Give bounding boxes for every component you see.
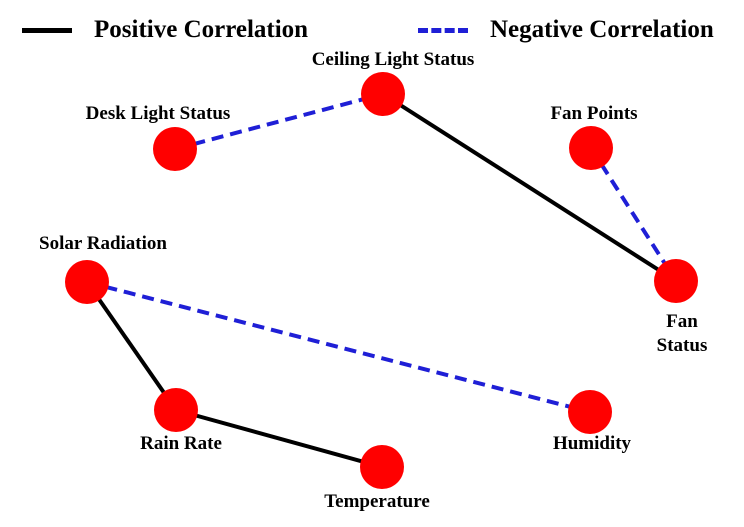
- edge-ceiling-light-to-fan-status: [381, 92, 678, 283]
- node-solar-radiation: [65, 260, 109, 304]
- edge-desk-light-to-ceiling-light: [174, 92, 384, 151]
- legend-positive-line: [22, 27, 72, 33]
- node-desk-light: [153, 127, 197, 171]
- legend-positive-label: Positive Correlation: [94, 16, 309, 43]
- node-label-humidity: Humidity: [552, 433, 632, 454]
- node-label-fan-status: Fan Status: [657, 310, 708, 358]
- legend-negative-label: Negative Correlation: [490, 16, 714, 43]
- node-label-solar-radiation: Solar Radiation: [39, 233, 167, 254]
- node-ceiling-light: [361, 72, 405, 116]
- edge-fan-points-to-fan-status: [589, 146, 678, 283]
- node-label-temperature: Temperature: [324, 491, 430, 512]
- edge-rain-rate-to-temperature: [175, 408, 383, 469]
- node-label-fan-points: Fan Points: [550, 103, 638, 124]
- node-label-fan-status-line1: Fan: [666, 311, 698, 332]
- node-label-ceiling-light-status: Ceiling Light Status: [311, 49, 475, 70]
- node-label-desk-light-status: Desk Light Status: [85, 103, 231, 124]
- node-fan-points: [569, 126, 613, 170]
- node-rain-rate: [154, 388, 198, 432]
- node-label-fan-status-line2: Status: [656, 335, 708, 356]
- node-label-rain-rate: Rain Rate: [140, 433, 222, 454]
- edge-solar-radiation-to-rain-rate: [85, 280, 178, 412]
- edges-layer: [85, 92, 678, 469]
- node-fan-status: [654, 259, 698, 303]
- node-temperature: [360, 445, 404, 489]
- legend-negative: Negative Correlation: [418, 12, 714, 48]
- nodes-layer: [65, 72, 698, 489]
- legend-positive: Positive Correlation: [22, 12, 308, 48]
- node-humidity: [568, 390, 612, 434]
- legend-negative-line: [418, 27, 468, 33]
- edge-solar-radiation-to-humidity: [86, 280, 591, 414]
